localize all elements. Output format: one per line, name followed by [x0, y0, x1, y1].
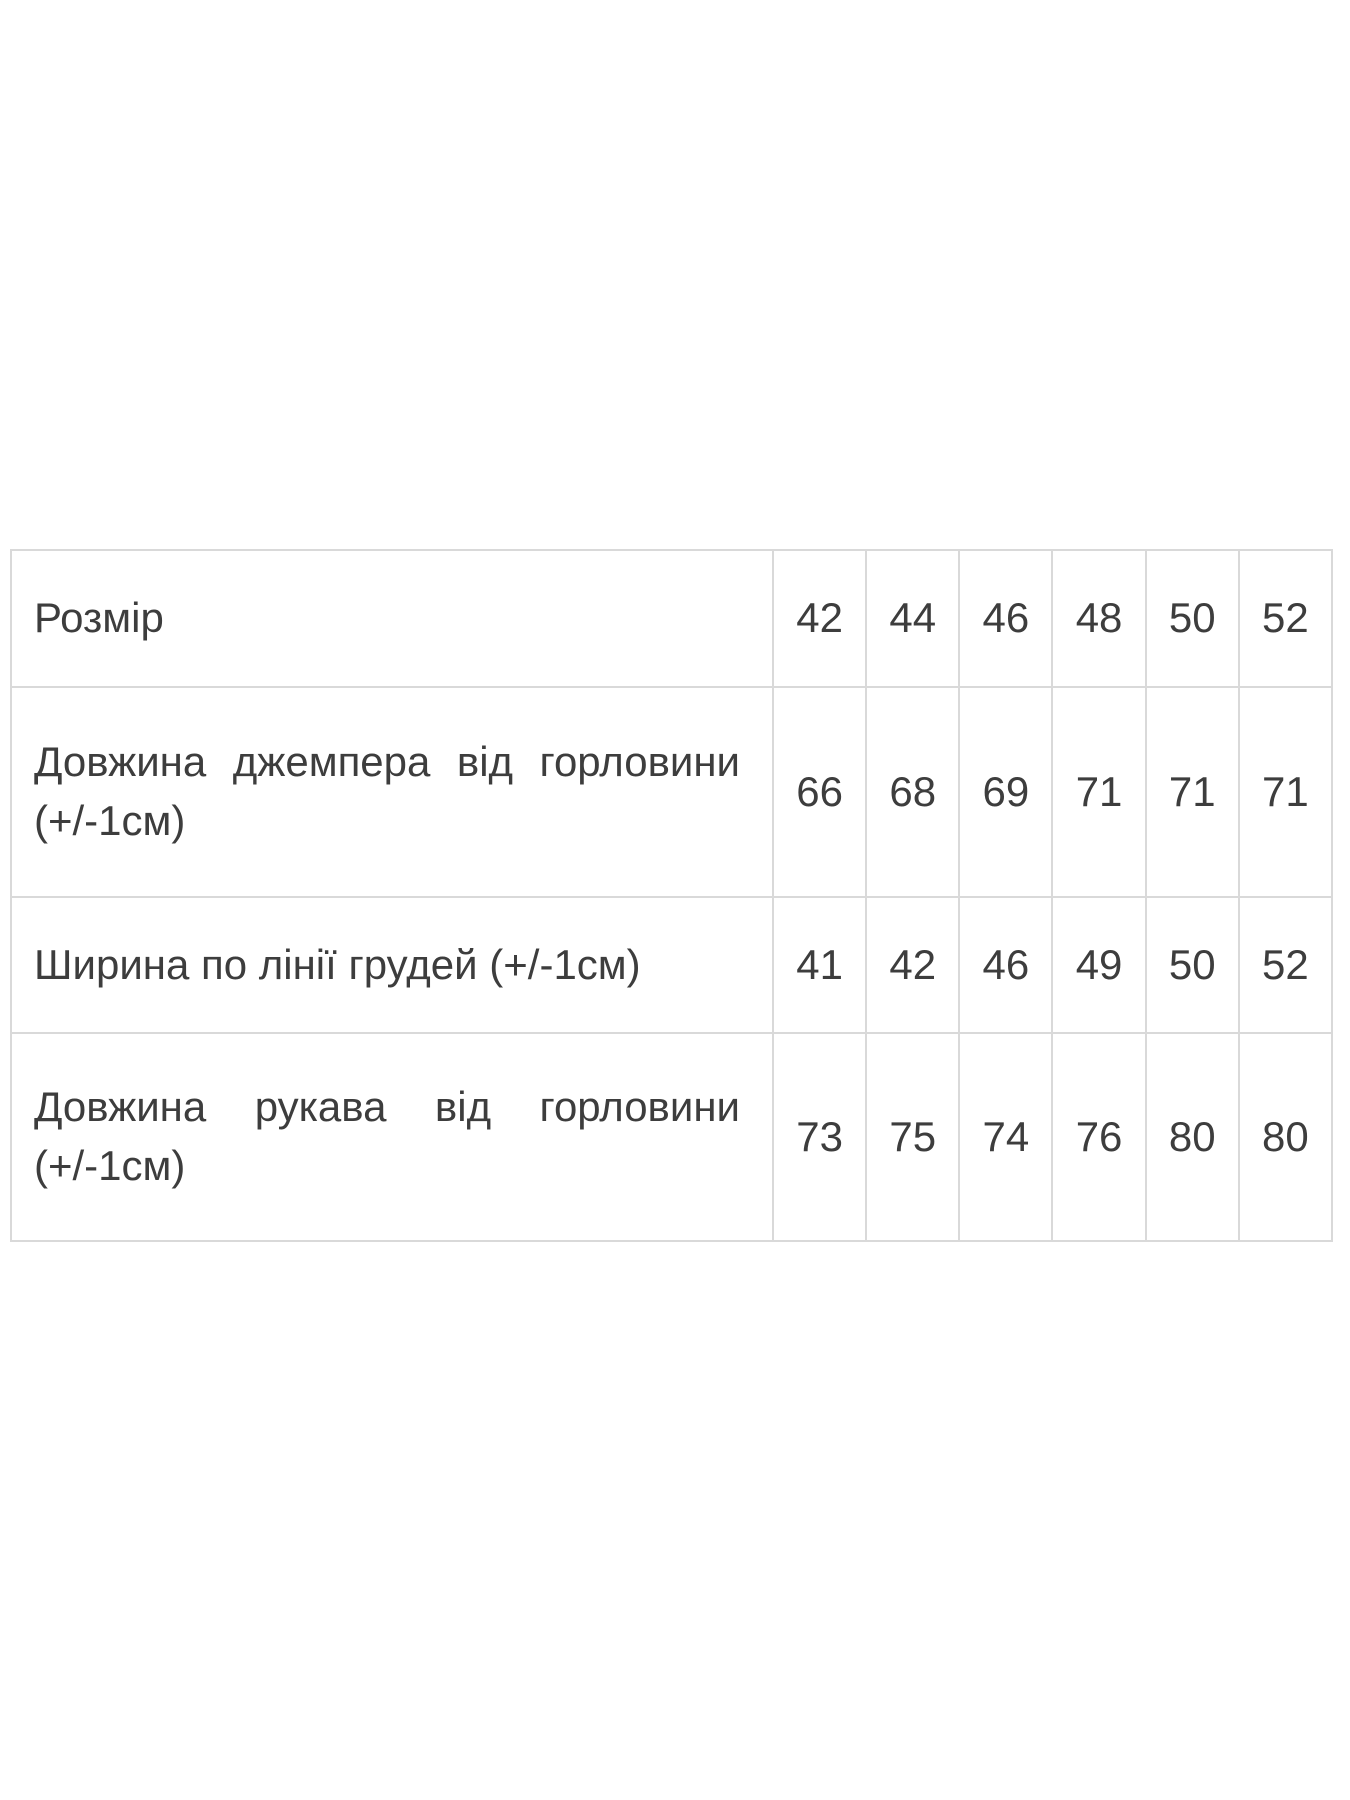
- size-value-cell: 42: [771, 549, 868, 688]
- size-value-cell: 42: [865, 896, 961, 1034]
- size-value-cell: 41: [771, 896, 868, 1034]
- table-row-jumper-length: Довжина джемпера від горловини (+/-1см) …: [10, 686, 1334, 898]
- size-value-cell: 50: [1144, 896, 1240, 1034]
- size-value-cell: 44: [865, 549, 961, 688]
- size-value-cell: 48: [1051, 549, 1147, 688]
- size-value-cell: 75: [865, 1032, 961, 1242]
- size-value-cell: 80: [1237, 1032, 1334, 1242]
- table-row-sleeve-length: Довжина рукава від горловини (+/-1см) 73…: [10, 1032, 1334, 1242]
- size-value-cell: 73: [771, 1032, 868, 1242]
- row-label: Довжина джемпера від горловини (+/-1см): [10, 686, 774, 898]
- table-row-sizes: Розмір 42 44 46 48 50 52: [10, 549, 1334, 688]
- size-value-cell: 71: [1144, 686, 1240, 898]
- size-table: Розмір 42 44 46 48 50 52 Довжина джемпер…: [10, 549, 1334, 1242]
- size-value-cell: 71: [1051, 686, 1147, 898]
- size-value-cell: 46: [958, 549, 1054, 688]
- row-label: Ширина по лінії грудей (+/-1см): [10, 896, 774, 1034]
- size-value-cell: 50: [1144, 549, 1240, 688]
- row-label: Довжина рукава від горловини (+/-1см): [10, 1032, 774, 1242]
- size-value-cell: 68: [865, 686, 961, 898]
- size-value-cell: 52: [1237, 896, 1334, 1034]
- size-value-cell: 71: [1237, 686, 1334, 898]
- size-value-cell: 46: [958, 896, 1054, 1034]
- size-value-cell: 49: [1051, 896, 1147, 1034]
- size-value-cell: 76: [1051, 1032, 1147, 1242]
- table-row-chest-width: Ширина по лінії грудей (+/-1см) 41 42 46…: [10, 896, 1334, 1034]
- size-value-cell: 66: [771, 686, 868, 898]
- size-value-cell: 69: [958, 686, 1054, 898]
- size-value-cell: 52: [1237, 549, 1334, 688]
- row-label: Розмір: [10, 549, 774, 688]
- size-table-container: Розмір 42 44 46 48 50 52 Довжина джемпер…: [10, 549, 1334, 1242]
- size-value-cell: 80: [1144, 1032, 1240, 1242]
- size-value-cell: 74: [958, 1032, 1054, 1242]
